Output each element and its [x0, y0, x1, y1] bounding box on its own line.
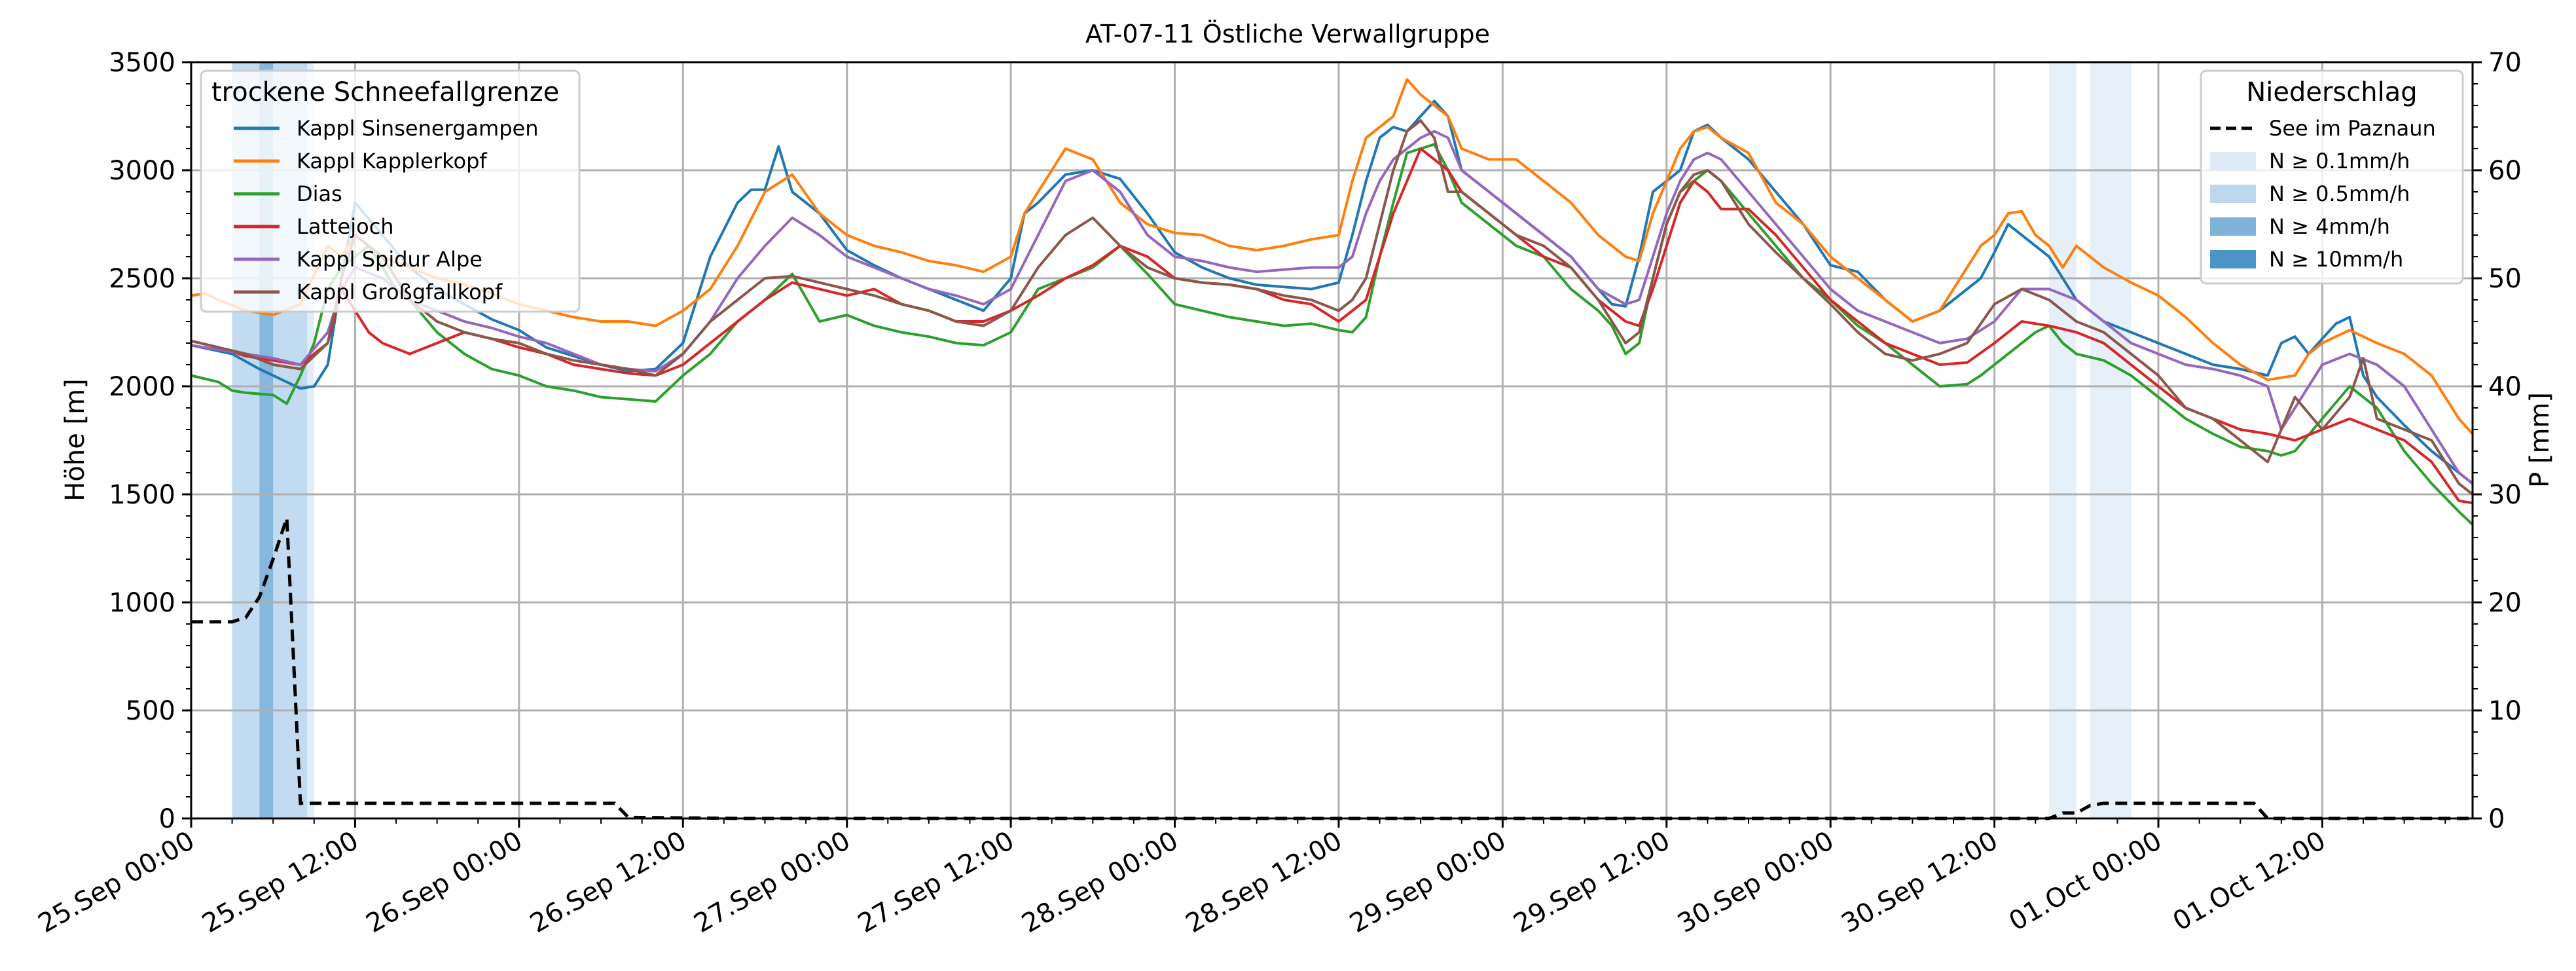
legend-label: N ≥ 4mm/h: [2269, 214, 2390, 239]
y2-tick-label: 30: [2488, 480, 2522, 510]
y2-tick-label: 50: [2488, 264, 2522, 294]
legend-label: N ≥ 0.1mm/h: [2269, 149, 2410, 174]
y2-axis-label: P [mm]: [2525, 392, 2555, 488]
y-tick-label: 500: [126, 696, 175, 726]
series-line: [190, 119, 2474, 496]
legend-label: Kappl Großgfallkopf: [297, 280, 503, 304]
series-line: [190, 143, 2474, 526]
y2-tick-label: 70: [2488, 48, 2522, 78]
legend-label: N ≥ 0.5mm/h: [2269, 181, 2410, 206]
legend-label: Lattejoch: [297, 214, 394, 239]
legend-label: Kappl Spidur Alpe: [297, 247, 482, 272]
snowline-series: [190, 78, 2474, 526]
legend-label: Dias: [297, 181, 342, 206]
y-tick-label: 1500: [109, 480, 175, 510]
series-line: [190, 78, 2474, 435]
precip-band: [2090, 62, 2132, 818]
legend-label: See im Paznaun: [2269, 116, 2436, 141]
y2-tick-label: 40: [2488, 372, 2522, 402]
y2-tick-label: 0: [2488, 804, 2505, 834]
plot-frame: [190, 61, 2474, 820]
legend-swatch: [2210, 250, 2256, 268]
legend-precipitation: Niederschlag See im Paznaun N ≥ 0.1mm/h N ≥…: [2200, 69, 2464, 285]
legend-swatch: [2210, 185, 2256, 203]
series-line: [190, 147, 2473, 505]
legend-swatch: [2210, 152, 2256, 170]
precip-band: [307, 62, 314, 818]
chart-title: AT-07-11 Östliche Verwallgruppe: [1085, 20, 1490, 48]
y-tick-label: 2000: [109, 372, 175, 402]
y-tick-label: 1000: [109, 588, 175, 618]
legend-label: N ≥ 10mm/h: [2269, 247, 2403, 272]
y-axis-label: Höhe [m]: [60, 378, 90, 501]
y-tick-label: 2500: [109, 264, 175, 294]
legend-label: Kappl Kapplerkopf: [297, 149, 487, 174]
y-tick-label: 0: [159, 804, 175, 834]
y2-tick-label: 10: [2488, 696, 2522, 726]
y2-tick-label: 20: [2488, 588, 2522, 618]
y2-tick-label: 60: [2488, 156, 2522, 186]
precip-band: [2049, 62, 2077, 818]
legend-snowline: trockene Schneefallgrenze Kappl Sinsenerg…: [200, 69, 581, 313]
series-line: [190, 100, 2474, 485]
legend-box: [2200, 69, 2464, 285]
legend-box: [200, 69, 581, 313]
y-tick-label: 3500: [109, 48, 175, 78]
series-line: [190, 130, 2474, 485]
legend-title: Niederschlag: [2246, 77, 2417, 107]
legend-swatch: [2210, 217, 2256, 236]
legend-title: trockene Schneefallgrenze: [211, 77, 559, 107]
y-tick-label: 3000: [109, 156, 175, 186]
legend-label: Kappl Sinsenergampen: [297, 116, 539, 141]
